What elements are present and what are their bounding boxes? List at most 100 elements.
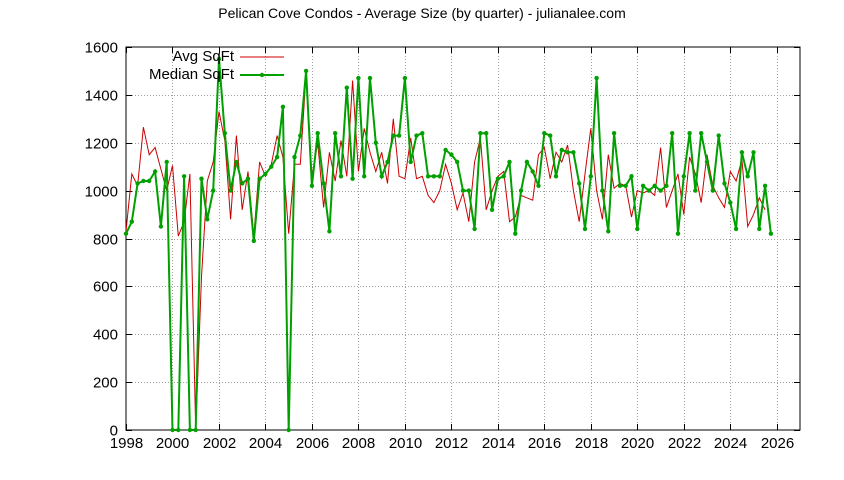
grid bbox=[126, 47, 800, 430]
data-point-median-sqft bbox=[344, 85, 349, 90]
data-point-median-sqft bbox=[460, 188, 466, 193]
data-point-median-sqft bbox=[379, 174, 384, 179]
data-point-median-sqft bbox=[687, 131, 692, 136]
data-point-median-sqft bbox=[640, 183, 646, 188]
data-point-median-sqft bbox=[455, 159, 460, 165]
data-point-median-sqft bbox=[489, 207, 495, 212]
data-point-median-sqft bbox=[303, 68, 309, 74]
data-point-median-sqft bbox=[571, 150, 576, 155]
data-point-median-sqft bbox=[414, 133, 419, 138]
series-line-median-sqft bbox=[125, 58, 772, 431]
data-point-median-sqft bbox=[135, 181, 140, 186]
chart-title: Pelican Cove Condos - Average Size (by q… bbox=[218, 5, 626, 21]
x-tick-label: 2012 bbox=[435, 435, 468, 452]
legend-label-median-sqft: Median SqFt bbox=[149, 66, 235, 83]
data-point-median-sqft bbox=[478, 131, 483, 136]
data-point-median-sqft bbox=[600, 188, 605, 193]
x-tick-label: 2016 bbox=[528, 435, 561, 452]
data-point-median-sqft bbox=[670, 131, 675, 136]
data-point-median-sqft bbox=[466, 188, 471, 193]
y-tick-label: 0 bbox=[110, 423, 118, 440]
data-point-median-sqft bbox=[559, 147, 564, 153]
data-point-median-sqft bbox=[286, 427, 291, 433]
data-point-median-sqft bbox=[234, 159, 239, 165]
data-point-median-sqft bbox=[629, 174, 634, 179]
data-point-median-sqft bbox=[739, 150, 745, 155]
data-point-median-sqft bbox=[443, 147, 448, 153]
data-point-median-sqft bbox=[257, 176, 262, 181]
data-point-median-sqft bbox=[565, 150, 570, 155]
x-tick-label: 1998 bbox=[110, 435, 143, 452]
data-point-median-sqft bbox=[449, 152, 454, 157]
data-point-median-sqft bbox=[164, 159, 169, 165]
x-tick-label: 2024 bbox=[714, 435, 747, 452]
data-point-median-sqft bbox=[617, 183, 623, 188]
axis-ticks: 1998 2000 2002 2004 2006 2008 2010 2012 2014 2016… bbox=[85, 40, 800, 452]
data-point-median-sqft bbox=[176, 427, 181, 433]
data-point-median-sqft bbox=[333, 131, 338, 136]
data-point-median-sqft bbox=[728, 200, 733, 205]
data-point-median-sqft bbox=[205, 217, 210, 222]
data-point-median-sqft bbox=[606, 229, 611, 234]
data-point-median-sqft bbox=[524, 159, 530, 165]
data-point-median-sqft bbox=[768, 231, 774, 236]
data-point-median-sqft bbox=[170, 427, 175, 433]
data-point-median-sqft bbox=[762, 183, 768, 188]
data-point-median-sqft bbox=[327, 229, 332, 234]
data-point-median-sqft bbox=[187, 427, 193, 433]
legend: Avg SqFt Median SqFt bbox=[149, 48, 284, 83]
data-point-median-sqft bbox=[147, 178, 152, 184]
data-point-median-sqft bbox=[158, 224, 164, 229]
data-point-median-sqft bbox=[704, 159, 710, 165]
y-tick-label: 1200 bbox=[85, 136, 118, 153]
series-layer bbox=[123, 56, 774, 433]
data-point-median-sqft bbox=[274, 154, 280, 160]
data-point-median-sqft bbox=[216, 56, 222, 62]
y-tick-label: 600 bbox=[93, 279, 118, 296]
data-point-median-sqft bbox=[542, 131, 547, 136]
data-point-median-sqft bbox=[425, 174, 431, 179]
data-point-median-sqft bbox=[745, 174, 750, 179]
x-tick-label: 2020 bbox=[621, 435, 654, 452]
data-point-median-sqft bbox=[251, 238, 256, 244]
x-tick-label: 2008 bbox=[342, 435, 375, 452]
data-point-median-sqft bbox=[199, 176, 204, 181]
data-point-median-sqft bbox=[548, 133, 553, 138]
data-point-median-sqft bbox=[263, 171, 268, 177]
data-point-median-sqft bbox=[530, 169, 535, 174]
legend-marker-median-sqft bbox=[259, 72, 265, 78]
y-tick-label: 1000 bbox=[85, 184, 118, 201]
data-point-median-sqft bbox=[269, 164, 274, 169]
data-point-median-sqft bbox=[623, 183, 628, 188]
x-tick-label: 2014 bbox=[482, 435, 515, 452]
data-point-median-sqft bbox=[594, 75, 599, 81]
data-point-median-sqft bbox=[321, 181, 326, 186]
data-point-median-sqft bbox=[577, 181, 582, 186]
y-tick-label: 1600 bbox=[85, 40, 118, 57]
data-point-median-sqft bbox=[298, 133, 303, 138]
x-tick-label: 2022 bbox=[668, 435, 701, 452]
data-point-median-sqft bbox=[757, 226, 762, 232]
data-point-median-sqft bbox=[513, 231, 518, 236]
data-point-median-sqft bbox=[431, 174, 437, 179]
data-point-median-sqft bbox=[280, 104, 286, 110]
data-point-median-sqft bbox=[309, 183, 315, 188]
data-point-median-sqft bbox=[396, 133, 402, 138]
data-point-median-sqft bbox=[356, 75, 361, 81]
data-point-median-sqft bbox=[315, 131, 320, 136]
data-point-median-sqft bbox=[693, 188, 698, 193]
data-point-median-sqft bbox=[536, 183, 541, 188]
data-point-median-sqft bbox=[472, 226, 477, 232]
data-point-median-sqft bbox=[675, 231, 681, 236]
data-point-median-sqft bbox=[658, 188, 663, 193]
data-point-median-sqft bbox=[501, 174, 506, 179]
data-point-median-sqft bbox=[751, 150, 756, 155]
data-point-median-sqft bbox=[582, 226, 588, 232]
x-tick-label: 2004 bbox=[249, 435, 282, 452]
data-point-median-sqft bbox=[437, 174, 442, 179]
data-point-median-sqft bbox=[716, 133, 721, 138]
data-point-median-sqft bbox=[611, 131, 617, 136]
data-point-median-sqft bbox=[391, 133, 396, 138]
data-point-median-sqft bbox=[402, 75, 408, 81]
data-point-median-sqft bbox=[292, 154, 297, 160]
